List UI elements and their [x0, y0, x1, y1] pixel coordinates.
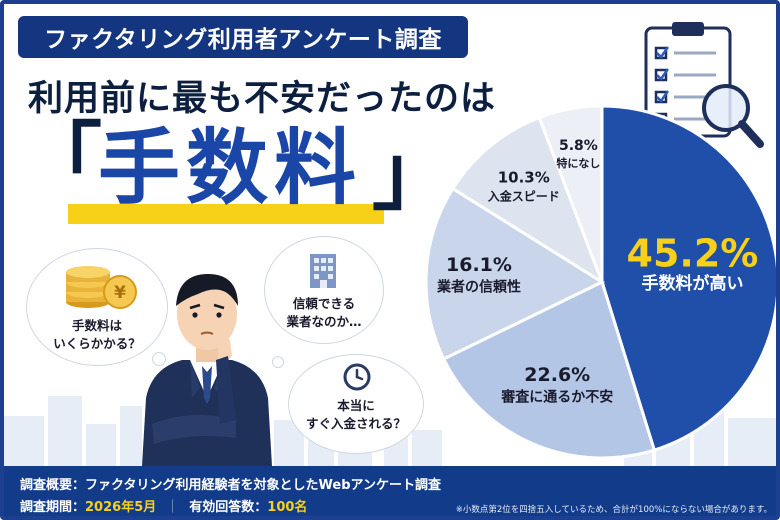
thought-text-trust: 信頼できる 業者なのか… — [286, 296, 362, 330]
survey-period-line: 調査期間：2026年5月 ｜ 有効回答数：100名 — [20, 496, 307, 515]
pie-slice — [424, 186, 606, 361]
pie-category-label: 手数料が高い — [641, 273, 743, 294]
survey-footer: 調査概要：ファクタリング利用経験者を対象としたWebアンケート調査 調査期間：2… — [4, 466, 776, 516]
pie-category-label: 審査に通るか不安 — [500, 388, 613, 405]
office-building-icon — [310, 254, 336, 288]
thought-dot — [152, 352, 166, 366]
thought-text-deposit: 本当に すぐ入金される？ — [305, 398, 406, 432]
worried-businessman-illustration — [142, 274, 272, 466]
pie-slice — [537, 104, 604, 283]
pie-value-label: 10.3% — [498, 169, 550, 187]
overview-label: 調査概要： — [20, 478, 86, 493]
period-label: 調査期間： — [20, 500, 86, 515]
thought-text-fee: 手数料は いくらかかる？ — [53, 318, 141, 352]
survey-overview: 調査概要：ファクタリング利用経験者を対象としたWebアンケート調査 — [20, 474, 441, 493]
pie-slice — [441, 279, 657, 460]
pie-value-label: 16.1% — [446, 254, 512, 276]
responses-label: 有効回答数： — [189, 500, 268, 515]
pie-slice — [600, 104, 776, 452]
bracket-open: 「 — [22, 113, 102, 207]
pie-chart: 45.2%手数料が高い 22.6% 審査に通るか不安 16.1% 業者の信頼性 10.3%… — [424, 104, 776, 460]
pie-slice — [450, 115, 605, 286]
thought-dot — [272, 356, 284, 368]
pie-value-label: 22.6% — [524, 364, 590, 386]
coin-stack-icon: ¥ — [66, 266, 137, 309]
pie-category-label: 特になし — [556, 156, 600, 170]
keyword-highlight — [68, 204, 384, 224]
rounding-footnote: ※小数点第2位を四捨五入しているため、合計が100%にならない場合があります。 — [455, 505, 772, 515]
footer-divider: ｜ — [166, 500, 180, 515]
pie-category-label: 入金スピード — [488, 189, 560, 204]
headline: 利用前に最も不安だったのは — [28, 79, 497, 119]
period-value: 2026年5月 — [85, 500, 157, 515]
overview-text: ファクタリング利用経験者を対象としたWebアンケート調査 — [85, 478, 441, 493]
survey-title-tag: ファクタリング利用者アンケート調査 — [18, 16, 468, 58]
keyword-title: 手数料 — [97, 121, 362, 216]
pie-value-label: 45.2% — [627, 232, 759, 276]
yen-symbol: ¥ — [114, 283, 126, 303]
bracket-close: 」 — [372, 127, 452, 221]
pie-value-label: 5.8% — [559, 138, 598, 154]
pie-category-label: 業者の信頼性 — [436, 278, 521, 295]
clock-icon — [343, 363, 371, 391]
responses-value: 100名 — [267, 500, 308, 515]
